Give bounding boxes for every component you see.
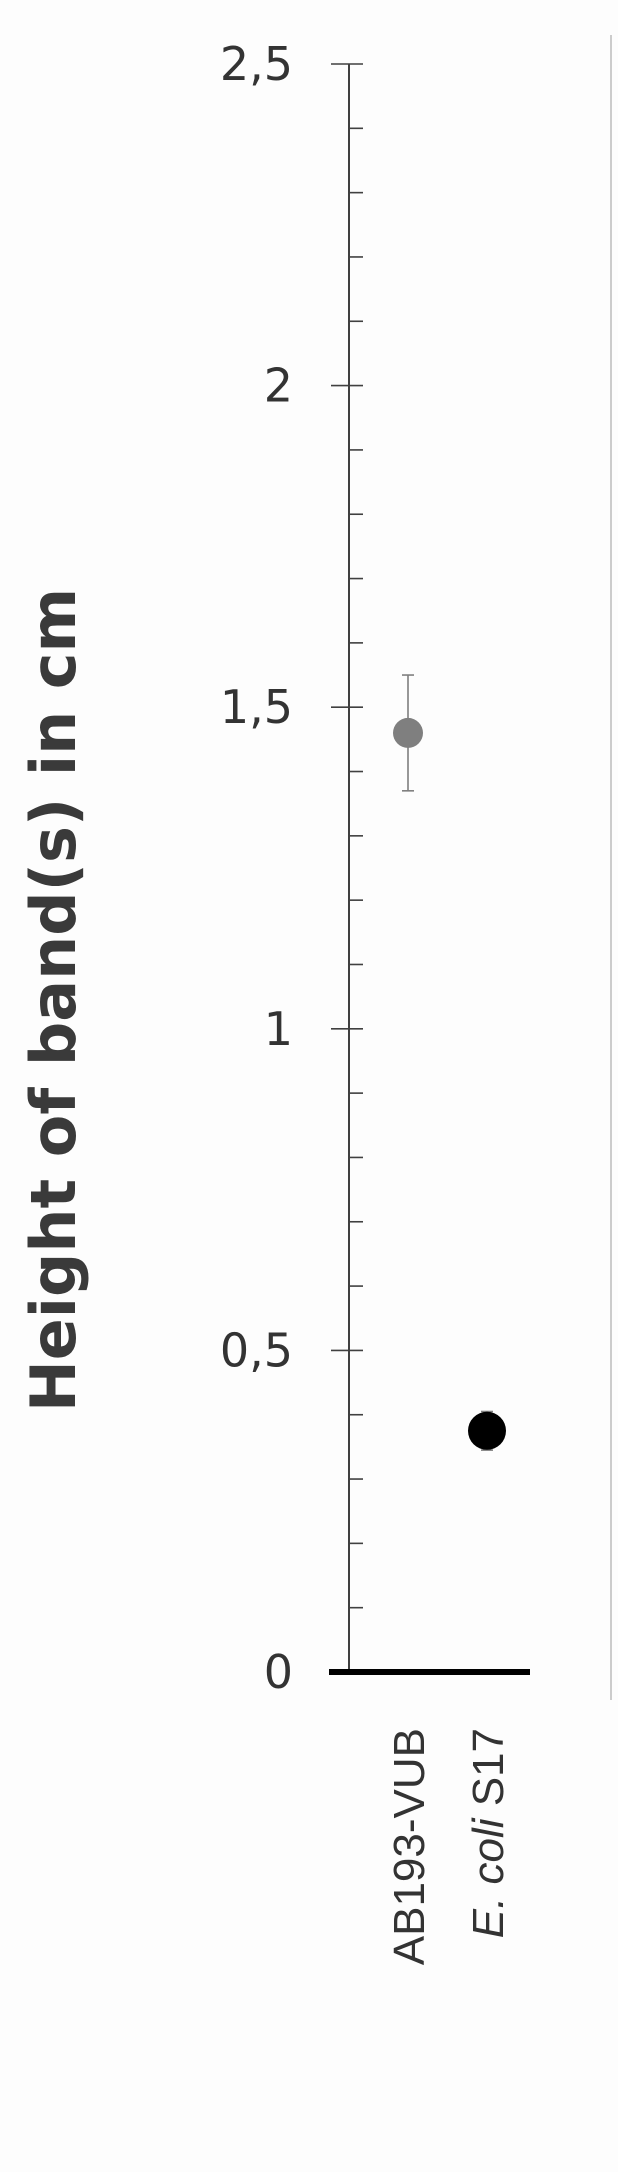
axis-layer: 0 0,5 1 1,5 2 2,5	[220, 37, 530, 1699]
category-label-part: E. coli	[464, 1817, 513, 1938]
marks-layer	[393, 674, 506, 1451]
data-point	[468, 1411, 506, 1450]
category-label-part: S17	[464, 1728, 513, 1819]
y-axis-title: Height of band(s) in cm	[17, 588, 90, 1412]
category-labels: AB193-VUB E. coli S17	[385, 1728, 513, 1965]
y-tick-label: 2,5	[220, 37, 293, 91]
y-tick-label: 0,5	[220, 1323, 293, 1377]
y-tick-label: 2	[264, 359, 293, 413]
category-label-part: AB193-VUB	[385, 1728, 434, 1965]
y-tick-label: 1,5	[220, 680, 293, 734]
category-label: AB193-VUB	[385, 1728, 434, 1965]
category-label: E. coli S17	[464, 1728, 513, 1938]
y-tick-label: 1	[264, 1002, 293, 1056]
data-point	[393, 717, 423, 748]
y-tick-label: 0	[264, 1645, 293, 1699]
